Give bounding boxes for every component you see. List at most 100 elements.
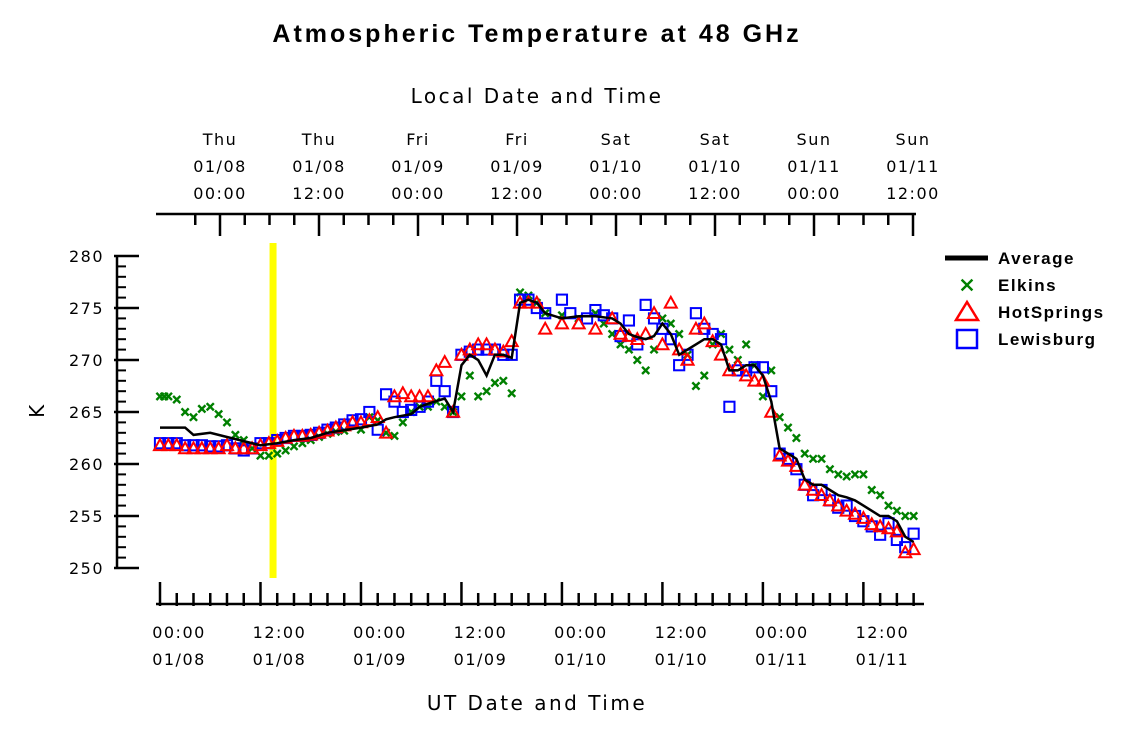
hotsprings-point xyxy=(344,414,361,429)
hotsprings-point xyxy=(445,403,461,418)
elkins-point xyxy=(281,446,291,455)
x-stroke xyxy=(850,469,860,479)
x-stroke xyxy=(741,339,751,349)
legend-label: HotSprings xyxy=(998,303,1105,322)
elkins-point xyxy=(791,433,801,443)
lewisburg-point xyxy=(756,361,770,374)
bottom-tick-date: 01/09 xyxy=(353,650,407,669)
hotsprings-point xyxy=(738,367,754,382)
bottom-tick-time: 12:00 xyxy=(655,623,709,642)
y-tick-label: 260 xyxy=(69,455,104,474)
elkins-point xyxy=(850,469,860,479)
hotsprings-point xyxy=(771,447,788,462)
elkins-point xyxy=(264,451,274,461)
series-hotsprings xyxy=(152,294,922,559)
hotsprings-point xyxy=(378,424,394,439)
x-stroke xyxy=(398,417,408,427)
hotsprings-point xyxy=(495,343,512,358)
top-tick-date: 01/09 xyxy=(391,157,445,176)
hotsprings-point xyxy=(805,481,821,496)
bottom-axis-title: UT Date and Time xyxy=(427,691,647,715)
x-stroke xyxy=(892,506,902,516)
hotsprings-point xyxy=(420,388,436,403)
hotsprings-point xyxy=(303,426,319,441)
legend-item-average: Average xyxy=(945,249,1075,268)
top-tick-day: Fri xyxy=(505,130,529,149)
x-stroke xyxy=(289,441,299,451)
x-stroke xyxy=(691,381,701,391)
hotsprings-point xyxy=(370,409,386,423)
hotsprings-point xyxy=(470,336,486,351)
x-stroke xyxy=(775,412,785,422)
bottom-tick-time: 00:00 xyxy=(152,623,206,642)
lewisburg-point xyxy=(874,528,887,541)
hotsprings-point xyxy=(679,351,696,366)
legend-label: Average xyxy=(998,249,1075,268)
hotsprings-point xyxy=(403,388,419,403)
elkins-point xyxy=(457,391,466,401)
x-stroke xyxy=(699,371,709,381)
hotsprings-point xyxy=(696,315,712,330)
lewisburg-point xyxy=(580,312,594,325)
y-tick-label: 270 xyxy=(69,351,104,370)
hotsprings-point xyxy=(612,325,629,340)
hotsprings-point xyxy=(177,440,193,455)
hotsprings-point xyxy=(236,440,252,455)
legend-label: Lewisburg xyxy=(998,330,1097,349)
bottom-tick-date: 01/11 xyxy=(755,650,809,669)
x-stroke xyxy=(473,391,483,401)
top-tick-date: 01/10 xyxy=(688,157,742,176)
hotsprings-point xyxy=(587,320,604,335)
elkins-point xyxy=(473,391,483,401)
top-tick-time: 12:00 xyxy=(886,184,940,203)
y-axis-title: K xyxy=(25,402,49,418)
x-stroke xyxy=(960,278,974,292)
chart-title: Atmospheric Temperature at 48 GHz xyxy=(272,20,801,48)
lewisburg-point xyxy=(890,533,903,547)
hotsprings-point xyxy=(838,502,855,517)
hotsprings-point xyxy=(537,320,553,335)
elkins-point xyxy=(214,409,224,419)
top-tick-time: 00:00 xyxy=(193,184,247,203)
axes-layer: 250 255 260 265 270 275 280 00:00 01/08 12:00 01/0… xyxy=(69,130,940,669)
x-stroke xyxy=(632,355,642,365)
x-stroke xyxy=(498,376,508,386)
top-tick-time: 00:00 xyxy=(589,184,643,203)
elkins-point xyxy=(197,404,207,414)
bottom-tick-time: 00:00 xyxy=(554,623,608,642)
lewisburg-point xyxy=(522,293,535,306)
elkins-point xyxy=(892,506,902,516)
hotsprings-point xyxy=(570,315,587,330)
x-stroke xyxy=(264,451,274,461)
hotsprings-point xyxy=(202,440,218,455)
x-stroke xyxy=(272,449,282,459)
hotsprings-point xyxy=(294,427,311,442)
elkins-point xyxy=(724,345,734,355)
x-stroke xyxy=(482,386,492,396)
hotsprings-point xyxy=(261,435,277,449)
hotsprings-point xyxy=(227,440,244,455)
elkins-point xyxy=(699,371,709,381)
elkins-point xyxy=(825,464,835,474)
lewisburg-point xyxy=(882,517,895,530)
lewisburg-point xyxy=(555,293,569,306)
bottom-tick-time: 12:00 xyxy=(454,623,508,642)
bottom-tick-date: 01/08 xyxy=(253,650,307,669)
elkins-point xyxy=(172,395,182,404)
x-stroke xyxy=(189,412,198,422)
x-stroke xyxy=(791,433,801,443)
top-tick-day: Sat xyxy=(700,130,731,149)
hotsprings-point xyxy=(428,362,445,377)
series-average xyxy=(160,298,915,544)
top-tick-date: 01/10 xyxy=(589,157,643,176)
bottom-tick-date: 01/08 xyxy=(152,650,206,669)
hotsprings-point xyxy=(822,492,838,507)
hotsprings-point xyxy=(185,440,202,455)
lewisburg-point xyxy=(639,298,652,311)
top-axis-title: Local Date and Time xyxy=(411,84,664,108)
hotsprings-point xyxy=(872,518,888,533)
lewisburg-point xyxy=(363,405,376,419)
highlight-bar xyxy=(269,243,277,578)
elkins-point xyxy=(741,339,751,349)
